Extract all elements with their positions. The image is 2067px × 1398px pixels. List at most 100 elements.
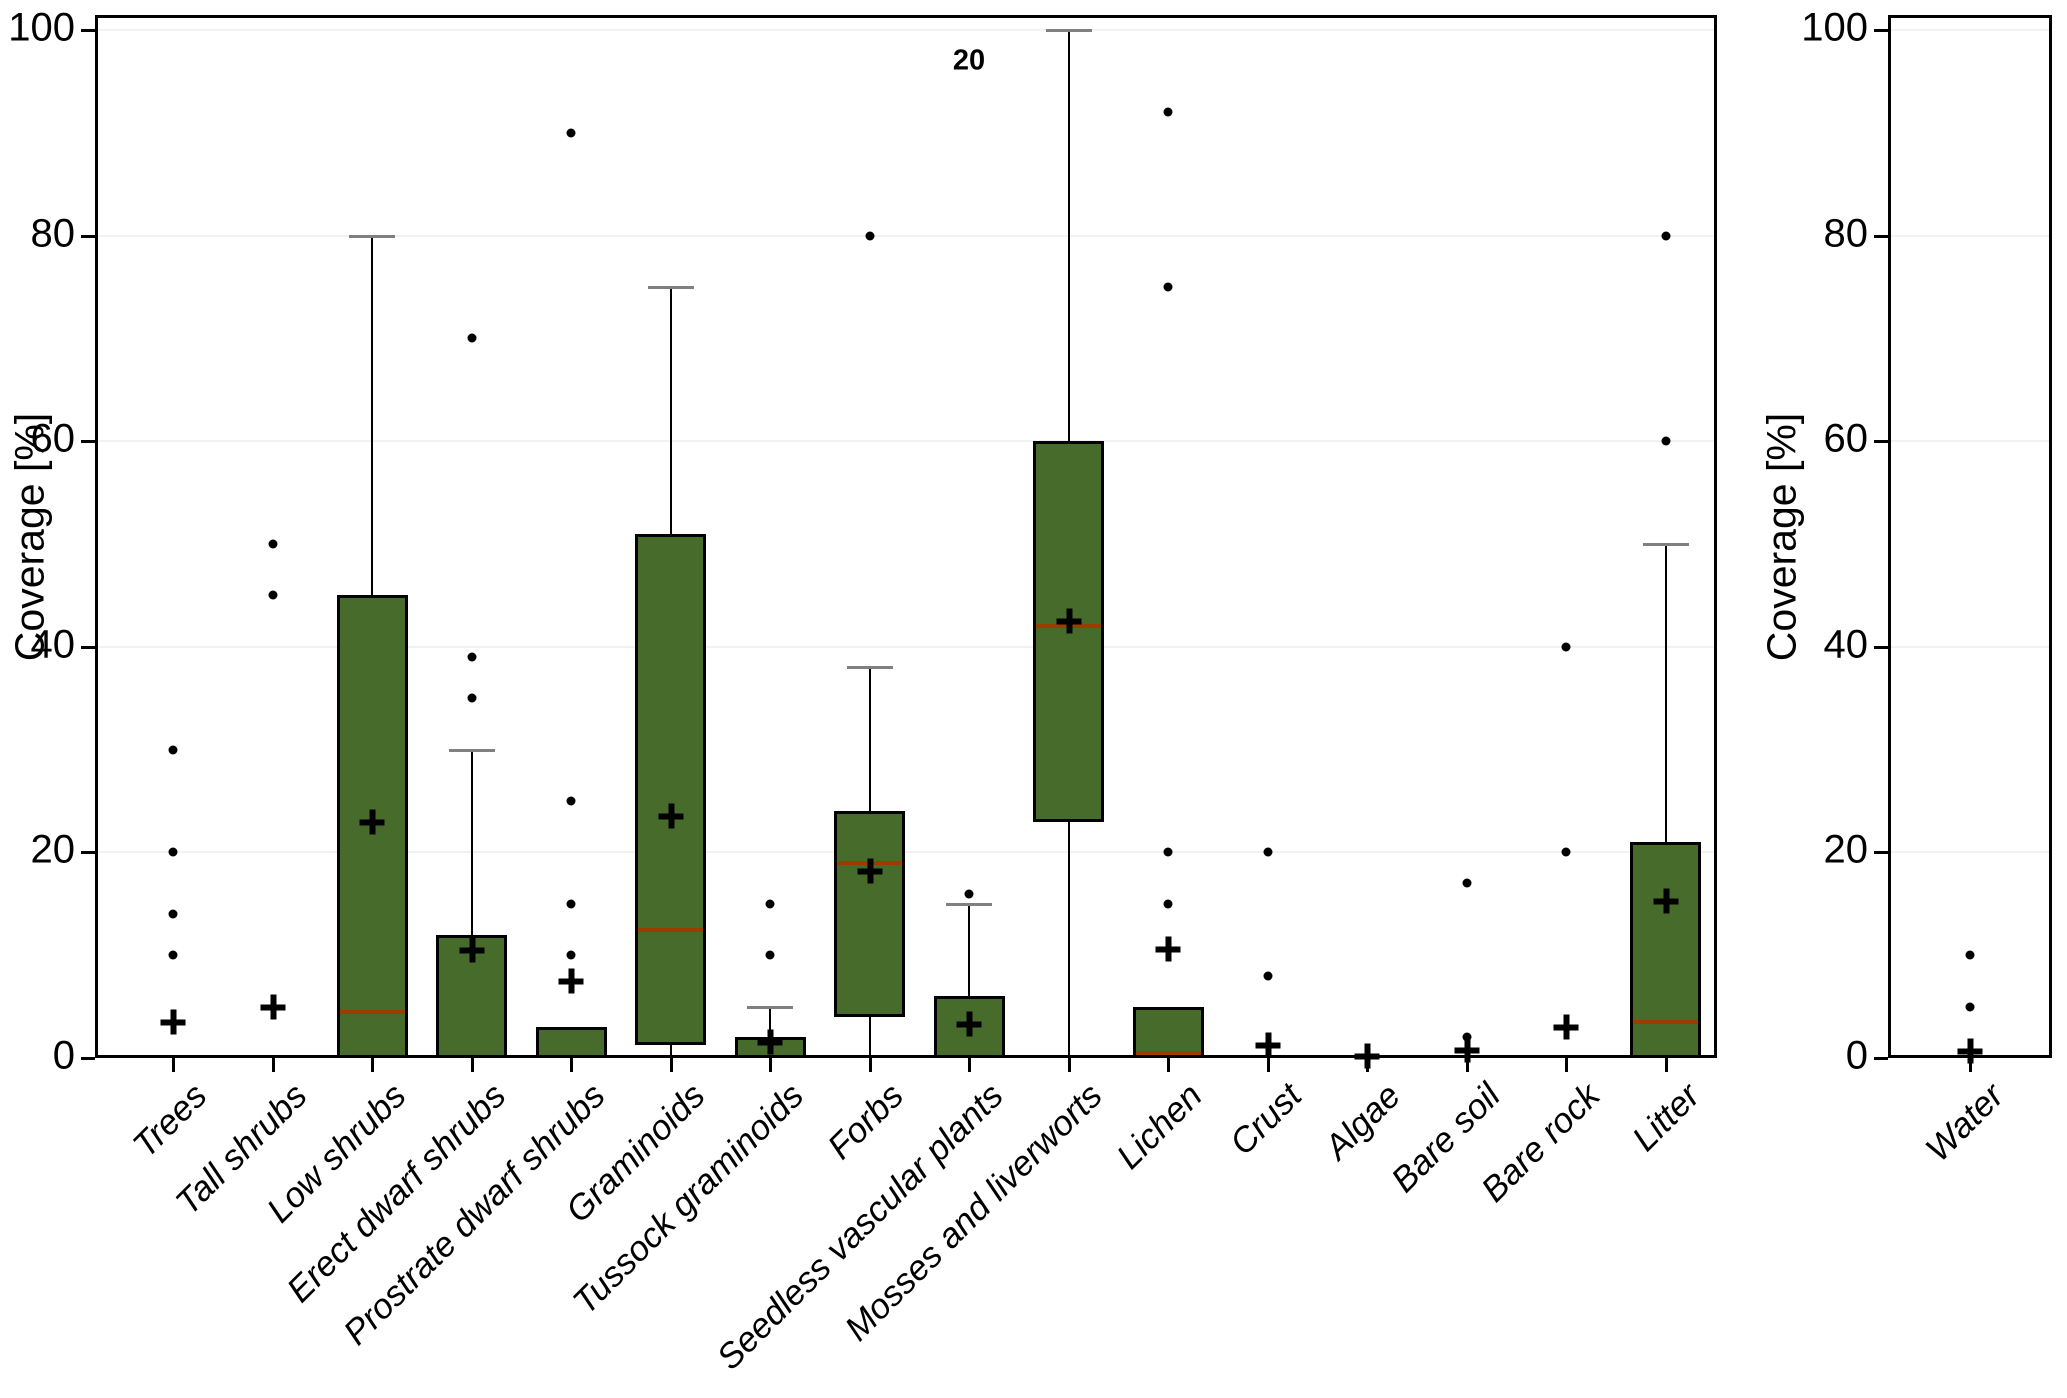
- gridline: [1888, 645, 2052, 648]
- whisker-cap: [747, 1005, 793, 1009]
- gridline: [1888, 29, 2052, 31]
- gridline: [95, 645, 1717, 648]
- mean-marker: [1653, 888, 1678, 914]
- y-tick: [1874, 1057, 1888, 1060]
- box: [535, 1027, 607, 1058]
- median-line: [1135, 1050, 1201, 1055]
- x-tick: [570, 1058, 573, 1072]
- whisker-cap: [349, 234, 395, 238]
- outlier-dot: [1163, 847, 1173, 857]
- mean-marker: [1155, 936, 1181, 962]
- whisker-cap: [1642, 543, 1689, 546]
- mean-marker: [1553, 1014, 1579, 1040]
- outlier-dot: [1661, 231, 1670, 241]
- outlier-dot: [1163, 899, 1173, 909]
- y-tick: [81, 440, 95, 444]
- y-tick-label: 100: [1801, 5, 1868, 50]
- whisker-line: [868, 667, 871, 812]
- mean-marker: [459, 937, 484, 963]
- y-tick: [81, 851, 95, 855]
- outlier-dot: [268, 539, 277, 549]
- gridline: [95, 440, 1717, 443]
- x-tick: [769, 1058, 772, 1072]
- main-plot-panel: [95, 15, 1717, 1069]
- outlier-dot: [1163, 107, 1173, 117]
- whisker-cap: [1045, 29, 1092, 32]
- mean-marker: [558, 968, 584, 994]
- whisker-cap: [448, 748, 495, 752]
- outlier-dot: [467, 652, 476, 662]
- x-tick: [968, 1058, 971, 1072]
- mean-marker: [160, 1009, 186, 1035]
- mean-marker: [1056, 608, 1081, 634]
- x-tick: [172, 1058, 175, 1072]
- x-axis-label: Lichen: [1109, 1076, 1210, 1177]
- median-line: [1633, 1020, 1698, 1025]
- outlier-dot: [566, 950, 576, 960]
- y-tick: [1874, 234, 1888, 238]
- whisker-line: [968, 903, 970, 997]
- outlier-dot: [1965, 950, 1975, 960]
- outlier-dot: [765, 899, 775, 909]
- x-tick: [1366, 1058, 1369, 1072]
- y-tick: [1874, 440, 1888, 444]
- outlier-dot: [566, 128, 576, 138]
- sample-size-annotation: 20: [952, 44, 986, 77]
- y-tick-label: 80: [1823, 211, 1869, 256]
- whisker-cap: [946, 902, 992, 906]
- y-tick-label: 20: [1823, 828, 1869, 873]
- whisker-line: [669, 1044, 672, 1058]
- whisker-cap: [647, 286, 694, 289]
- x-axis-label: Algae: [1317, 1076, 1409, 1167]
- y-tick-label: 20: [30, 828, 76, 873]
- y-tick: [81, 645, 95, 649]
- y-tick: [1874, 29, 1888, 32]
- outlier-dot: [1561, 642, 1571, 652]
- x-axis-label: Forbs: [820, 1076, 912, 1167]
- x-tick: [1167, 1058, 1170, 1072]
- y-tick: [81, 1057, 95, 1060]
- mean-marker: [857, 858, 882, 884]
- y-tick-label: 60: [30, 416, 76, 461]
- box: [1132, 1006, 1204, 1058]
- x-axis-label: Litter: [1624, 1076, 1708, 1159]
- whisker-cap: [846, 666, 893, 670]
- whisker-line: [470, 749, 473, 935]
- x-axis-label: Crust: [1222, 1076, 1310, 1163]
- y-tick: [1874, 645, 1888, 649]
- mean-marker: [1454, 1037, 1479, 1063]
- x-tick: [1465, 1058, 1469, 1072]
- outlier-dot: [1561, 847, 1571, 857]
- water-plot-panel: [1888, 15, 2052, 1064]
- x-tick: [470, 1058, 474, 1072]
- y-tick: [1874, 851, 1888, 855]
- x-tick: [1969, 1058, 1972, 1072]
- mean-marker: [1957, 1038, 1983, 1064]
- y-tick-label: 0: [52, 1033, 75, 1078]
- y-tick-label: 0: [1845, 1033, 1868, 1078]
- outlier-dot: [1965, 1002, 1975, 1012]
- gridline: [1888, 440, 2052, 443]
- median-line: [638, 927, 703, 932]
- outlier-dot: [168, 909, 178, 919]
- x-tick: [1664, 1058, 1668, 1072]
- x-tick: [1565, 1058, 1568, 1072]
- outlier-dot: [168, 847, 178, 857]
- outlier-dot: [964, 889, 974, 899]
- whisker-line: [1664, 544, 1667, 843]
- x-tick: [371, 1058, 374, 1072]
- mean-marker: [658, 803, 683, 829]
- outlier-dot: [1263, 971, 1272, 981]
- mean-marker: [359, 809, 385, 835]
- y-tick: [81, 234, 95, 238]
- gridline: [95, 851, 1717, 854]
- box: [635, 533, 706, 1045]
- x-tick: [868, 1058, 872, 1072]
- y-tick-label: 60: [1823, 416, 1869, 461]
- x-axis-label: Trees: [125, 1076, 215, 1166]
- gridline: [95, 234, 1717, 237]
- outlier-dot: [268, 590, 277, 600]
- y-tick-label: 80: [30, 211, 76, 256]
- y-tick-label: 100: [8, 5, 75, 50]
- median-line: [339, 1009, 405, 1014]
